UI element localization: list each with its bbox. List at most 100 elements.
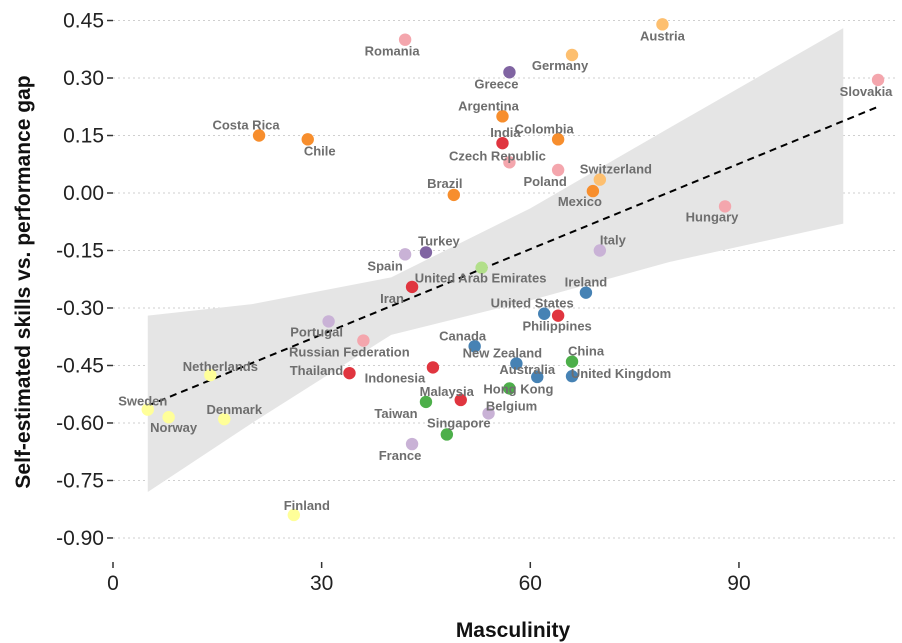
point-label: Australia bbox=[499, 362, 555, 377]
data-point bbox=[565, 355, 579, 368]
y-tick-label: -0.75 bbox=[56, 469, 104, 492]
point-label: Russian Federation bbox=[289, 345, 410, 360]
point-label: Mexico bbox=[558, 194, 602, 209]
point-label: Philippines bbox=[522, 319, 591, 334]
point-label: Romania bbox=[365, 44, 421, 59]
point-label: New Zealand bbox=[463, 346, 543, 361]
data-point bbox=[551, 133, 565, 146]
y-tick-label: -0.60 bbox=[56, 412, 104, 435]
point-label: Brazil bbox=[427, 176, 462, 191]
data-point bbox=[141, 403, 154, 416]
point-label: United States bbox=[491, 296, 574, 311]
data-point bbox=[586, 184, 600, 198]
data-point bbox=[301, 133, 314, 146]
data-point bbox=[503, 66, 516, 79]
point-label: Switzerland bbox=[580, 162, 652, 177]
data-point bbox=[419, 395, 433, 409]
data-point bbox=[538, 307, 551, 320]
data-point bbox=[551, 309, 565, 322]
point-label: Malaysia bbox=[420, 384, 475, 399]
point-label: Slovakia bbox=[840, 84, 894, 99]
point-label: Italy bbox=[600, 232, 627, 247]
data-point bbox=[426, 361, 440, 374]
x-tick-label: 60 bbox=[519, 572, 542, 595]
data-point bbox=[440, 428, 454, 441]
point-label: Costa Rica bbox=[212, 118, 280, 133]
data-point bbox=[357, 334, 370, 347]
data-point bbox=[871, 73, 885, 87]
x-axis-title: Masculinity bbox=[456, 619, 571, 642]
point-label: Canada bbox=[439, 328, 487, 343]
point-label: Indonesia bbox=[365, 370, 426, 385]
point-label: Greece bbox=[474, 76, 518, 91]
y-axis: 0.45 0.30 0.15 0.00 -0.15 -0.30 -0.45 -0.60 -0.7… bbox=[56, 10, 113, 550]
data-point bbox=[503, 382, 516, 395]
point-label: Thailand bbox=[290, 363, 344, 378]
data-point bbox=[496, 136, 509, 150]
data-point bbox=[405, 437, 419, 451]
point-label: Ireland bbox=[565, 275, 608, 290]
point-label: Netherlands bbox=[183, 359, 258, 374]
data-points bbox=[141, 18, 885, 522]
data-point bbox=[496, 110, 509, 123]
y-tick-label: 0.45 bbox=[63, 10, 104, 33]
y-tick-label: -0.90 bbox=[56, 527, 104, 550]
data-point bbox=[287, 508, 301, 522]
y-tick-label: -0.30 bbox=[56, 297, 104, 320]
point-label: France bbox=[379, 448, 422, 463]
point-label: Spain bbox=[367, 258, 402, 273]
x-tick-label: 30 bbox=[310, 572, 333, 595]
data-point bbox=[593, 173, 607, 186]
point-label: Singapore bbox=[427, 415, 491, 430]
data-point bbox=[475, 261, 488, 274]
confidence-band bbox=[147, 28, 844, 492]
y-tick-label: -0.45 bbox=[56, 354, 104, 377]
data-point bbox=[579, 286, 593, 299]
point-label: Denmark bbox=[206, 402, 262, 417]
data-point bbox=[322, 315, 335, 328]
point-label: Portugal bbox=[290, 324, 343, 339]
point-label: Argentina bbox=[458, 98, 519, 113]
point-label: Hong Kong bbox=[483, 381, 553, 396]
data-point bbox=[398, 248, 412, 261]
data-point bbox=[531, 370, 544, 384]
y-tick-label: 0.15 bbox=[63, 125, 104, 148]
point-labels: Austria Romania Germany Greece Slovakia Argen… bbox=[118, 28, 893, 513]
data-point bbox=[447, 188, 460, 202]
data-point bbox=[551, 163, 565, 177]
point-label: Sweden bbox=[118, 394, 167, 409]
data-point bbox=[454, 393, 467, 407]
data-point bbox=[510, 357, 523, 370]
data-point bbox=[593, 244, 607, 257]
data-point bbox=[656, 18, 669, 31]
point-label: Czech Republic bbox=[449, 148, 546, 163]
point-label: Iran bbox=[380, 291, 404, 306]
point-label: Poland bbox=[523, 174, 566, 189]
data-point bbox=[565, 370, 579, 383]
data-point bbox=[565, 48, 579, 62]
point-label: Colombia bbox=[515, 121, 575, 136]
data-point bbox=[218, 412, 231, 426]
data-point bbox=[398, 33, 412, 46]
point-label: Norway bbox=[150, 420, 198, 435]
point-label: Belgium bbox=[486, 398, 537, 413]
point-label: India bbox=[490, 125, 521, 140]
data-point bbox=[419, 246, 433, 259]
y-axis-title: Self-estimated skills vs. performance ga… bbox=[12, 75, 35, 488]
data-point bbox=[503, 156, 516, 169]
point-label: Chile bbox=[304, 143, 336, 158]
y-tick-label: 0.00 bbox=[63, 182, 104, 205]
point-label: Austria bbox=[640, 28, 686, 43]
data-point bbox=[343, 366, 356, 380]
point-label: Germany bbox=[532, 58, 589, 73]
data-point bbox=[252, 129, 266, 142]
point-label: Hungary bbox=[686, 209, 740, 224]
y-tick-label: 0.30 bbox=[63, 67, 104, 90]
point-label: China bbox=[568, 344, 605, 359]
data-point bbox=[468, 340, 481, 353]
data-point bbox=[405, 280, 419, 294]
point-label: United Kingdom bbox=[571, 366, 671, 381]
data-point bbox=[162, 411, 175, 424]
data-point bbox=[482, 407, 495, 420]
